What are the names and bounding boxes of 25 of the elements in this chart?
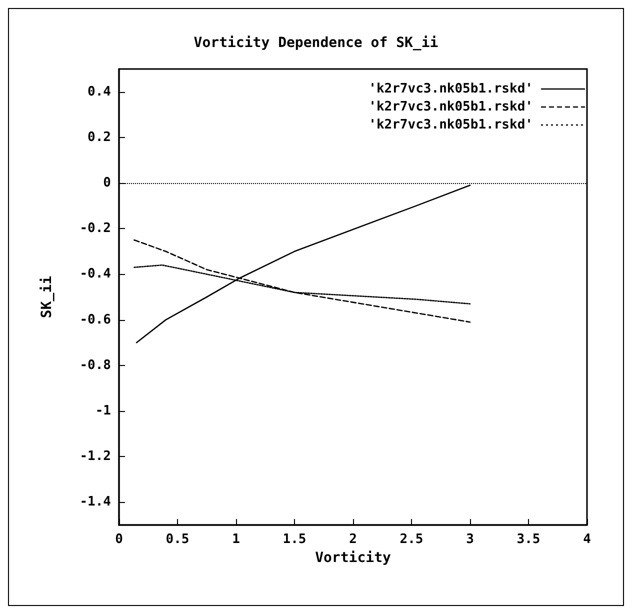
x-tick-label: 1 — [232, 532, 240, 547]
x-axis-title: Vorticity — [315, 550, 392, 566]
x-tick-label: 4 — [583, 532, 592, 547]
x-tick-label: 0.5 — [166, 532, 190, 547]
y-tick-label: -1.4 — [80, 494, 112, 510]
legend-label: 'k2r7vc3.nk05b1.rskd' — [368, 100, 533, 114]
y-tick-label: -0.4 — [80, 266, 112, 282]
x-tick-label: 1.5 — [282, 532, 306, 547]
legend-label: 'k2r7vc3.nk05b1.rskd' — [368, 118, 533, 132]
y-tick-label: -0.8 — [80, 358, 112, 373]
x-tick-label: 2.5 — [400, 532, 424, 547]
x-tick-label: 3 — [466, 532, 474, 547]
x-tick-label: 2 — [349, 532, 357, 547]
x-tick-label: 0 — [115, 532, 124, 547]
y-tick-label: 0 — [103, 176, 112, 190]
x-tick-label: 3.5 — [516, 532, 540, 547]
y-tick-label: 0.2 — [88, 130, 111, 145]
y-tick-label: -0.6 — [80, 312, 112, 328]
y-axis-title: SK_ii — [39, 276, 55, 318]
legend-label: 'k2r7vc3.nk05b1.rskd' — [368, 82, 533, 96]
y-tick-label: -0.2 — [80, 221, 111, 236]
y-tick-label: -1 — [95, 404, 112, 418]
y-tick-label: 0.4 — [88, 84, 112, 100]
y-tick-label: -1.2 — [80, 449, 111, 464]
chart-title: Vorticity Dependence of SK_ii — [194, 35, 438, 51]
